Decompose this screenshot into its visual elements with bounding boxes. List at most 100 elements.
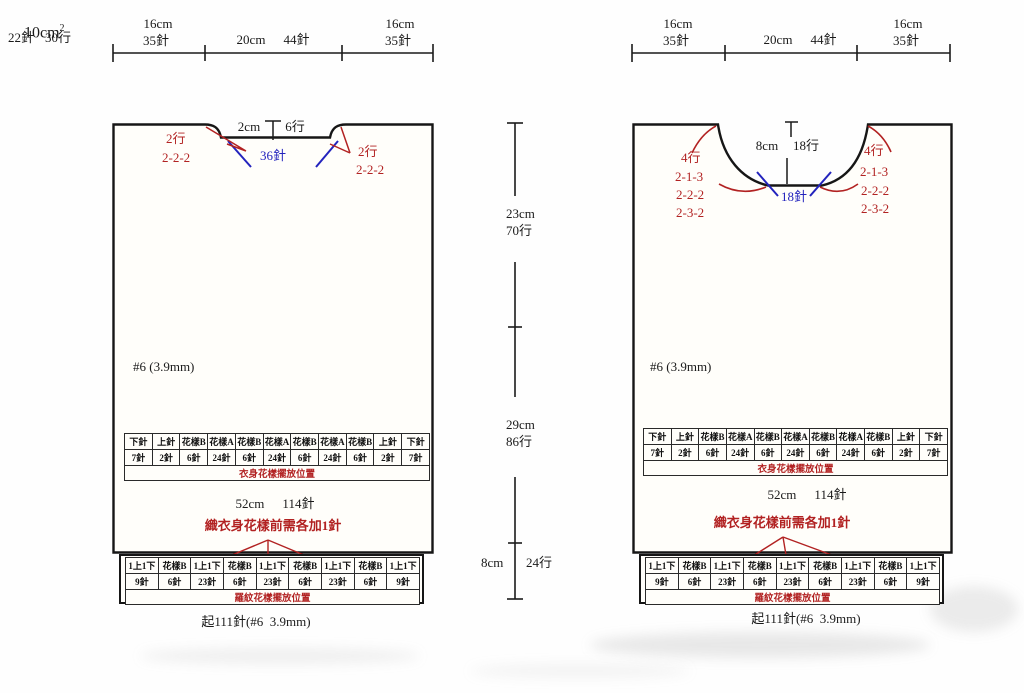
front-neck-shaping-right-line3: 2-2-2 — [861, 183, 890, 198]
pattern-cell: 1上1下 — [125, 557, 159, 574]
pattern-table-caption: 羅紋花樣擺放位置 — [645, 589, 940, 605]
pattern-cell: 1上1下 — [906, 557, 940, 574]
front-neck-shaping-leaders — [691, 125, 892, 193]
front-neck-shaping-left-line2: 2-1-3 — [675, 169, 704, 184]
back-shoulder-right-stitches: 35針 — [384, 33, 412, 48]
back-body-pattern-table: 下針 上針 花樣B 花樣A 花樣B 花樣A 花樣B 花樣A 花樣B 上針 下針 7針 2針 6針 24針 6針… — [124, 433, 430, 481]
pattern-cell: 花樣B — [290, 433, 320, 450]
pattern-cell: 1上1下 — [255, 557, 290, 574]
front-neck-depth-cm: 8cm — [755, 138, 779, 153]
pattern-cell: 7針 — [919, 444, 948, 461]
pattern-cell: 花樣B — [179, 433, 209, 450]
pattern-cell: 花樣B — [353, 557, 388, 574]
pattern-cell: 花樣A — [781, 428, 810, 445]
back-bottom-width-label: 52cm 114針 — [235, 496, 315, 512]
pattern-cell: 花樣B — [698, 428, 727, 445]
back-neck-shaping-right-line2: 2-2-2 — [356, 162, 385, 177]
pattern-cell: 下針 — [401, 433, 430, 450]
side-dim-lower-rows: 24行 — [526, 555, 553, 570]
pattern-cell: 6針 — [864, 444, 893, 461]
back-needle-size: #6 (3.9mm) — [133, 359, 195, 374]
side-dim-upper-cm: 23cm — [506, 206, 535, 221]
pattern-cell: 6針 — [753, 444, 783, 461]
back-neck-depth-cm: 2cm — [237, 119, 261, 134]
pattern-cell: 花樣B — [864, 428, 893, 445]
pattern-cell: 7針 — [124, 449, 153, 466]
pattern-cell: 6針 — [288, 573, 322, 590]
pattern-cell: 24針 — [262, 449, 292, 466]
gauge-exponent: 2 — [59, 22, 65, 34]
front-bottom-width-cm: 52cm — [767, 487, 797, 502]
back-neck-stitches: 36針 — [259, 148, 287, 163]
pattern-cell: 6針 — [234, 449, 264, 466]
pattern-cell: 1上1下 — [645, 557, 679, 574]
pattern-cell: 花樣B — [742, 557, 777, 574]
scan-shadow — [140, 648, 420, 664]
back-bottom-width-cm: 52cm — [235, 496, 265, 511]
pattern-cell: 6針 — [873, 573, 908, 590]
pattern-cell: 24針 — [207, 449, 236, 466]
pattern-cell: 9針 — [645, 573, 679, 590]
pattern-cell: 1上1下 — [386, 557, 420, 574]
front-shoulder-right-cm: 16cm — [893, 16, 923, 31]
front-neck-tick — [785, 121, 798, 184]
pattern-cell: 1上1下 — [710, 557, 744, 574]
front-neck-shaping-left-line1: 4行 — [681, 150, 701, 165]
back-shoulder-left-stitches: 35針 — [142, 33, 170, 48]
pattern-cell: 下針 — [919, 428, 948, 445]
pattern-cell: 23針 — [255, 573, 290, 590]
side-dimension-line — [507, 122, 523, 600]
back-bottom-width-stitches: 114針 — [282, 496, 315, 511]
back-neck-shaping-right-line1: 2行 — [358, 144, 378, 159]
front-neck-shaping-right-line2: 2-1-3 — [860, 164, 889, 179]
pattern-cell: 花樣B — [157, 557, 192, 574]
back-add-stitch-note: 織衣身花樣前需各加1針 — [204, 518, 342, 533]
front-add-stitch-note: 織衣身花樣前需各加1針 — [713, 515, 851, 530]
back-neck-shaping-left-line1: 2行 — [166, 131, 186, 146]
front-neck-width-top-label: 20cm 44針 — [764, 32, 837, 48]
front-neck-shaping-right-line4: 2-3-2 — [861, 201, 890, 216]
pattern-cell: 6針 — [808, 444, 838, 461]
pattern-cell: 1上1下 — [320, 557, 355, 574]
gauge-label: 10cm2 — [8, 5, 65, 60]
back-rib-pattern-table: 1上1下 花樣B 1上1下 花樣B 1上1下 花樣B 1上1下 花樣B 1上1下 9針 6針 23針 6… — [125, 557, 420, 605]
pattern-cell: 6針 — [353, 573, 388, 590]
front-neck-shaping-left-line3: 2-2-2 — [676, 187, 705, 202]
pattern-cell: 花樣A — [262, 433, 292, 450]
scan-shadow — [590, 632, 930, 658]
front-rib-pattern-table: 1上1下 花樣B 1上1下 花樣B 1上1下 花樣B 1上1下 花樣B 1上1下 9針 6針 23針 6… — [645, 557, 940, 605]
front-bottom-width-stitches: 114針 — [814, 487, 847, 502]
side-dim-upper-rows: 70行 — [506, 223, 533, 238]
scan-shadow — [470, 664, 690, 678]
pattern-cell: 6針 — [157, 573, 192, 590]
pattern-cell: 花樣B — [288, 557, 322, 574]
pattern-cell: 花樣B — [234, 433, 264, 450]
pattern-cell: 上針 — [891, 428, 921, 445]
side-dim-middle-rows: 86行 — [506, 434, 533, 449]
back-neck-top-cm: 20cm — [236, 32, 266, 47]
front-neck-top-stitches: 44針 — [810, 32, 837, 47]
back-piece-outline — [112, 123, 434, 554]
pattern-cell: 1上1下 — [840, 557, 875, 574]
pattern-table-caption: 衣身花樣擺放位置 — [124, 465, 430, 481]
gauge-rows: 30行 — [45, 30, 72, 45]
pattern-cell: 花樣B — [222, 557, 257, 574]
pattern-cell: 23針 — [320, 573, 355, 590]
back-neck-tick — [265, 120, 281, 140]
pattern-cell: 9針 — [125, 573, 159, 590]
front-needle-size: #6 (3.9mm) — [650, 359, 712, 374]
front-neck-shaping-left-line4: 2-3-2 — [676, 205, 705, 220]
side-dim-lower-cm: 8cm — [481, 555, 504, 570]
pattern-cell: 上針 — [151, 433, 181, 450]
pattern-cell: 6針 — [808, 573, 842, 590]
pattern-table-caption: 衣身花樣擺放位置 — [643, 460, 948, 476]
pattern-cell: 9針 — [906, 573, 940, 590]
pattern-cell: 花樣B — [753, 428, 783, 445]
scan-shadow — [930, 586, 1018, 632]
pattern-cell: 9針 — [386, 573, 420, 590]
front-neck-shaping-right-line1: 4行 — [864, 143, 884, 158]
pattern-cell: 6針 — [345, 449, 375, 466]
pattern-cell: 花樣A — [207, 433, 236, 450]
pattern-cell: 花樣A — [836, 428, 865, 445]
pattern-cell: 6針 — [742, 573, 777, 590]
